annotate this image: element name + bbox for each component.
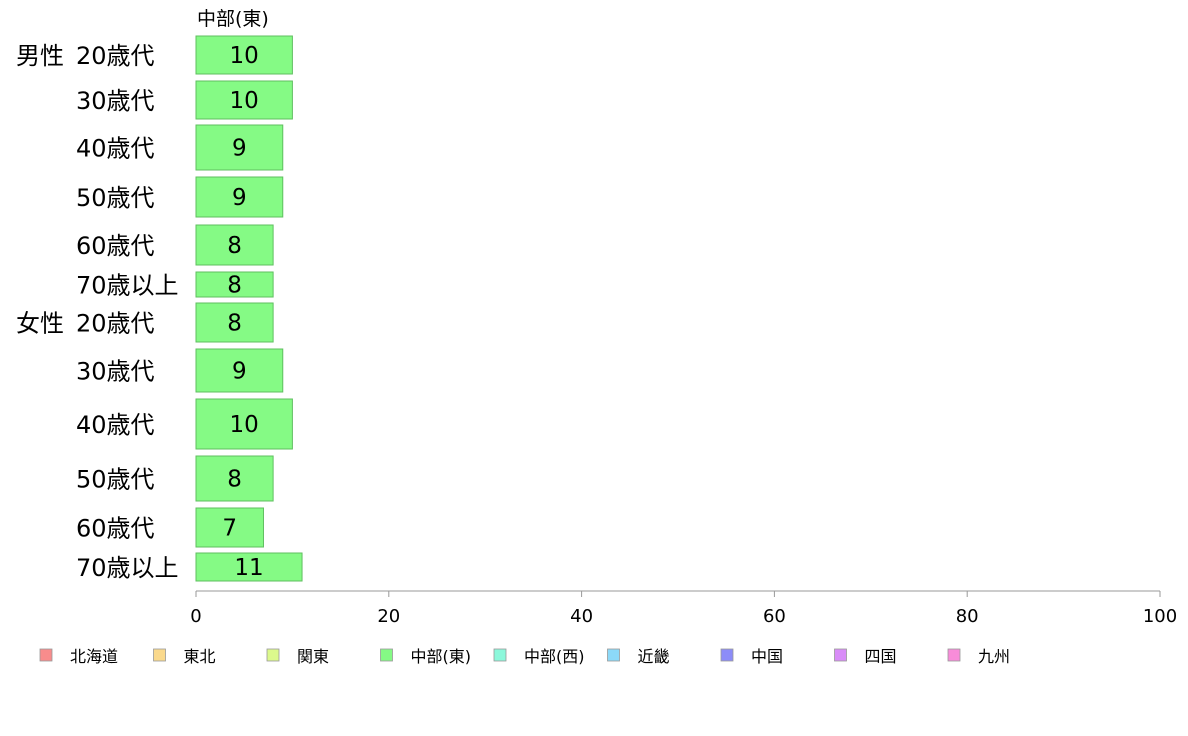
data-label: 8 xyxy=(227,233,242,259)
legend-swatch xyxy=(720,648,734,662)
bar xyxy=(195,124,284,171)
legend-swatch xyxy=(834,648,847,662)
x-tick-label: 80 xyxy=(956,606,979,627)
data-label: 9 xyxy=(232,136,247,162)
x-tick-label: 100 xyxy=(1143,606,1177,627)
legend-swatch xyxy=(153,648,166,662)
data-label: 9 xyxy=(232,359,247,385)
legend-label: 四国 xyxy=(865,647,897,666)
legend-swatch xyxy=(493,648,507,662)
bar xyxy=(195,507,264,548)
row-label: 30歳代 xyxy=(76,87,155,115)
series-header: 中部(東) xyxy=(197,8,269,30)
row-label: 30歳代 xyxy=(76,358,155,386)
legend-label: 中国 xyxy=(751,647,783,666)
data-label: 8 xyxy=(227,467,242,493)
bar xyxy=(195,348,284,393)
legend-label: 中部(東) xyxy=(411,647,472,666)
x-tick-label: 20 xyxy=(377,606,400,627)
data-label: 8 xyxy=(227,273,242,299)
x-tick-label: 40 xyxy=(570,606,593,627)
legend-label: 関東 xyxy=(297,647,329,666)
x-tick-label: 0 xyxy=(190,606,201,627)
bar xyxy=(195,80,293,120)
legend-swatch xyxy=(39,648,53,662)
legend-label: 東北 xyxy=(184,647,216,666)
row-label: 50歳代 xyxy=(76,466,155,494)
legend-label: 近畿 xyxy=(638,647,670,666)
bar xyxy=(195,224,274,266)
row-label: 50歳代 xyxy=(76,184,155,212)
data-label: 9 xyxy=(232,185,247,211)
row-label: 70歳以上 xyxy=(76,554,179,582)
legend-label: 北海道 xyxy=(70,647,118,666)
legend-swatch xyxy=(607,648,620,662)
row-label: 70歳以上 xyxy=(76,272,179,300)
legend-swatch xyxy=(266,648,280,662)
bar xyxy=(195,176,284,218)
legend-swatch xyxy=(947,648,961,662)
legend-label: 中部(西) xyxy=(524,647,585,666)
data-label: 10 xyxy=(230,88,259,114)
data-label: 7 xyxy=(222,516,237,542)
group-label: 女性 xyxy=(16,310,64,338)
bar xyxy=(195,302,274,343)
data-label: 10 xyxy=(230,412,259,438)
bar xyxy=(195,271,274,298)
x-tick-label: 60 xyxy=(763,606,786,627)
data-label: 8 xyxy=(227,311,242,337)
row-label: 20歳代 xyxy=(76,42,155,70)
bar xyxy=(195,455,274,502)
row-label: 60歳代 xyxy=(76,515,155,543)
group-label: 男性 xyxy=(16,42,64,70)
bar xyxy=(195,398,293,450)
row-label: 40歳代 xyxy=(76,411,155,439)
bar xyxy=(195,35,293,75)
data-label: 11 xyxy=(234,555,263,581)
row-label: 40歳代 xyxy=(76,135,155,163)
legend-swatch xyxy=(380,648,393,662)
legend-label: 九州 xyxy=(978,647,1010,666)
row-label: 60歳代 xyxy=(76,232,155,260)
data-label: 10 xyxy=(230,43,259,69)
row-label: 20歳代 xyxy=(76,310,155,338)
bar xyxy=(195,552,303,582)
